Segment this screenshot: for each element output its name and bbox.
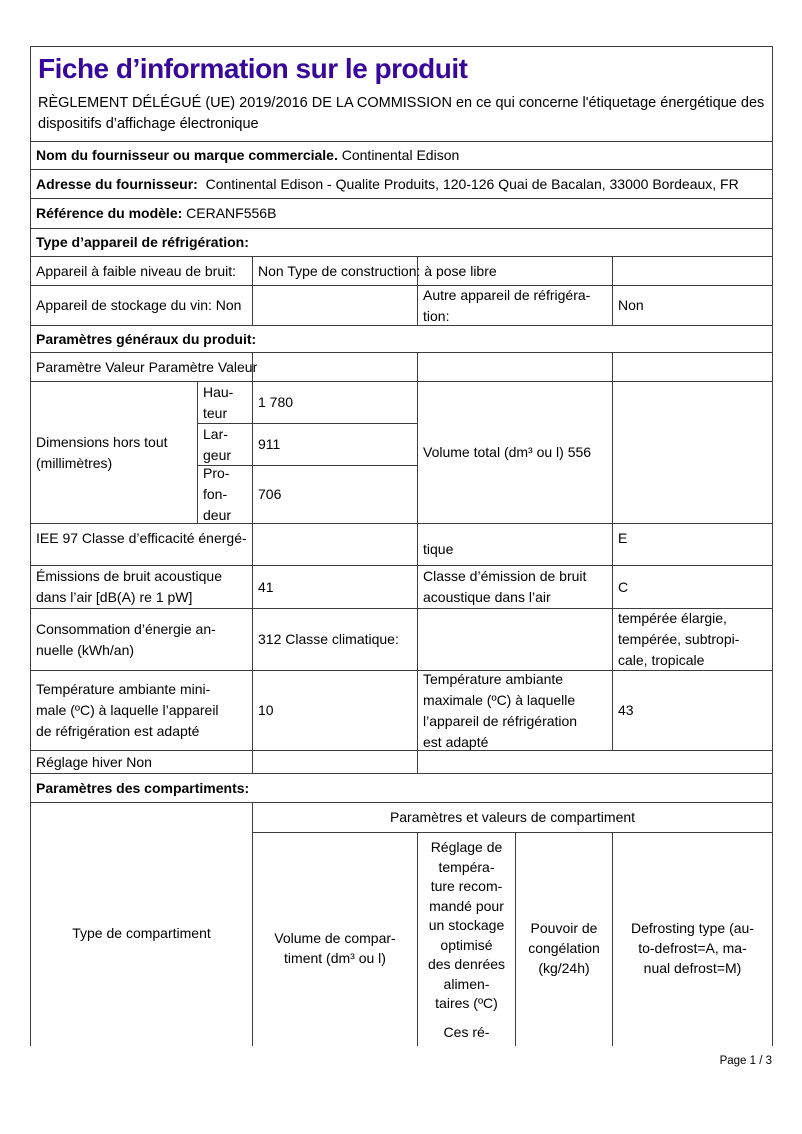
supplier-name-label: Nom du fournisseur ou marque commerciale… — [36, 147, 338, 163]
cell-noise-label: Émissions de bruit acoustique dans l’air… — [31, 566, 253, 609]
cell-temp-max-value: 43 — [613, 671, 773, 751]
cell-temp-min-label: Température ambiante mini- male (ºC) à l… — [31, 671, 253, 751]
cell-climate-class: tempérée élargie, tempérée, subtropi- ca… — [613, 609, 773, 671]
cell-empty — [613, 353, 773, 382]
cell-dimensions-label: Dimensions hors tout (millimètres) — [31, 382, 198, 524]
row-general-heading: Paramètres généraux du produit: — [31, 326, 773, 353]
cell-noise-class-label: Classe d’émission de bruit acoustique da… — [418, 566, 613, 609]
cell-winter-setting: Réglage hiver Non — [31, 751, 253, 774]
cell-low-noise-label: Appareil à faible niveau de bruit: — [31, 257, 253, 286]
supplier-name-value: Continental Edison — [337, 147, 460, 163]
cell-other-appliance-value: Non — [613, 286, 773, 326]
cell-eei-class: E — [613, 524, 773, 566]
supplier-address-value: Continental Edison - Qualite Produits, 1… — [197, 175, 739, 192]
cell-eei-label-continued: tique — [418, 524, 613, 566]
cell-depth-label: Pro- fon- deur — [198, 465, 253, 524]
supplier-address-label: Adresse du fournisseur: — [36, 175, 198, 192]
row-compartments-heading: Paramètres des compartiments: — [31, 774, 773, 803]
model-reference-value: CERANF556B — [182, 205, 277, 221]
cell-empty — [253, 286, 418, 326]
cell-eei-label: IEE 97 Classe d’efficacité énergé- — [31, 524, 253, 566]
page-number: Page 1 / 3 — [719, 1055, 772, 1067]
row-type-heading: Type d’appareil de réfrigération: — [31, 229, 773, 257]
cell-low-noise-value: Non Type de construction: à pose libre — [253, 257, 497, 286]
page-title: Fiche d’information sur le produit — [38, 53, 468, 84]
cell-compartment-group-header: Paramètres et valeurs de compartiment — [253, 803, 773, 833]
cell-compartment-volume-header: Volume de compar- timent (dm³ ou l) — [253, 833, 418, 1046]
cell-compartment-freeze-header: Pouvoir de congélation (kg/24h) — [516, 833, 613, 1046]
product-fiche-table: Fiche d’information sur le produit RÈGLE… — [30, 46, 773, 1046]
cell-energy-value: 312 Classe climatique: — [253, 609, 418, 671]
cell-depth-value: 706 — [253, 466, 418, 524]
cell-noise-class-value: C — [613, 566, 773, 609]
cell-temp-max-label: Température ambiante maximale (ºC) à laq… — [418, 671, 613, 751]
compartment-temp-header-p1: Réglage de tempéra- ture recom- mandé po… — [427, 839, 506, 1011]
cell-empty — [253, 353, 418, 382]
title-block: Fiche d’information sur le produit RÈGLE… — [31, 47, 773, 142]
cell-temp-min-value: 10 — [253, 671, 418, 751]
cell-energy-label: Consommation d’énergie an- nuelle (kWh/a… — [31, 609, 253, 671]
cell-empty — [418, 353, 613, 382]
cell-noise-value: 41 — [253, 566, 418, 609]
cell-compartment-temp-header: Réglage de tempéra- ture recom- mandé po… — [418, 833, 516, 1046]
regulation-text: RÈGLEMENT DÉLÉGUÉ (UE) 2019/2016 DE LA C… — [38, 95, 765, 132]
cell-empty — [253, 751, 418, 774]
cell-empty — [418, 257, 613, 286]
cell-width-label: Lar- geur — [198, 424, 253, 466]
model-reference-label: Référence du modèle: — [36, 205, 183, 221]
cell-empty — [613, 257, 773, 286]
cell-other-appliance-label: Autre appareil de réfrigéra- tion: — [418, 286, 613, 326]
cell-width-value: 911 — [253, 424, 418, 466]
row-supplier-address: Adresse du fournisseur: Continental Edis… — [31, 170, 773, 199]
cell-empty — [418, 609, 613, 671]
cell-height-value: 1 780 — [253, 382, 418, 424]
cell-compartment-defrost-header: Defrosting type (au- to-defrost=A, ma- n… — [613, 833, 773, 1046]
cell-empty — [613, 382, 773, 524]
cell-empty — [418, 751, 773, 774]
cell-param-header: Paramètre Valeur Paramètre Valeur — [31, 353, 257, 382]
row-model-reference: Référence du modèle: CERANF556B — [31, 199, 773, 229]
cell-empty — [253, 524, 418, 566]
cell-wine-storage: Appareil de stockage du vin: Non — [31, 286, 253, 326]
cell-compartment-type-header: Type de compartiment — [31, 803, 253, 1046]
row-supplier-name: Nom du fournisseur ou marque commerciale… — [31, 142, 773, 170]
cell-total-volume: Volume total (dm³ ou l) 556 — [418, 382, 613, 524]
compartment-temp-header-p2: Ces ré- glages ne — [436, 1023, 497, 1047]
cell-height-label: Hau- teur — [198, 382, 253, 424]
